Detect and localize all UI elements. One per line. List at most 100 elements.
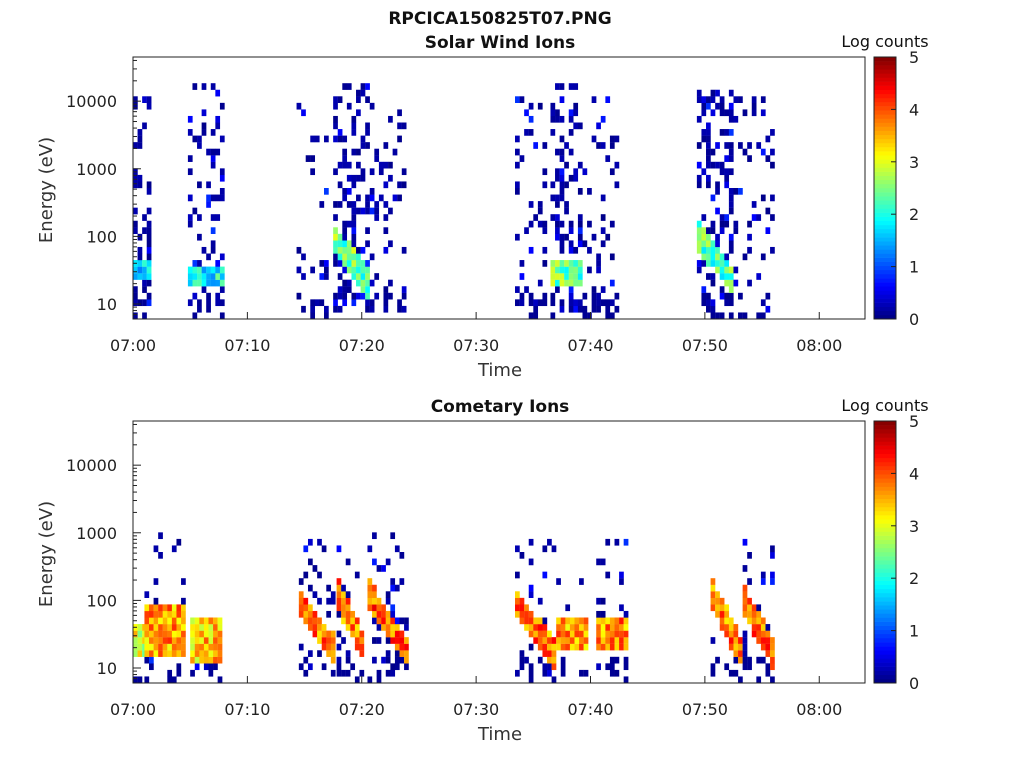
colorbar-swatch <box>874 192 896 197</box>
spectrogram-cell <box>568 273 574 280</box>
spectrogram-cell <box>342 299 348 307</box>
spectrogram-cell <box>158 552 163 559</box>
colorbar-swatch <box>874 167 896 172</box>
spectrogram-cell <box>547 656 552 664</box>
spectrogram-cell <box>206 279 211 287</box>
spectrogram-cell <box>303 604 309 612</box>
spectrogram-cell <box>133 286 138 293</box>
spectrogram-cell <box>733 96 739 103</box>
spectrogram-cell <box>765 227 771 234</box>
spectrogram-cell <box>367 597 373 605</box>
spectrogram-cell <box>342 155 348 162</box>
spectrogram-cell <box>751 610 757 618</box>
spectrogram-cell <box>614 669 620 677</box>
spectrogram-cell <box>728 246 734 254</box>
spectrogram-cell <box>206 292 211 300</box>
spectrogram-cell <box>696 220 702 228</box>
spectrogram-cell <box>219 312 225 320</box>
spectrogram-cell <box>144 637 150 644</box>
spectrogram-cell <box>719 617 725 625</box>
spectrogram-cell <box>770 637 775 644</box>
spectrogram-cell <box>596 597 601 605</box>
spectrogram-cell <box>337 233 343 241</box>
spectrogram-cell <box>388 279 393 287</box>
spectrogram-cell <box>724 129 730 136</box>
spectrogram-cell <box>706 102 711 110</box>
spectrogram-cell <box>756 656 762 664</box>
spectrogram-cell <box>345 656 351 664</box>
spectrogram-cell <box>181 643 186 651</box>
spectrogram-cell <box>146 102 152 110</box>
spectrogram-cell <box>760 624 766 631</box>
spectrogram-cell <box>555 233 560 241</box>
y-axis-label: Energy (eV) <box>36 501 57 607</box>
spectrogram-cell <box>197 279 202 287</box>
spectrogram-cell <box>751 96 757 103</box>
spectrogram-cell <box>369 102 375 110</box>
spectrogram-cell <box>733 656 739 664</box>
spectrogram-cell <box>556 617 561 625</box>
spectrogram-cell <box>751 201 757 208</box>
spectrogram-cell <box>360 286 366 293</box>
spectrogram-cell <box>346 174 352 182</box>
spectrogram-cell <box>614 637 620 644</box>
spectrogram-cell <box>537 597 543 605</box>
spectrogram-cell <box>559 194 565 202</box>
spectrogram-cell <box>614 292 620 300</box>
spectrogram-cell <box>208 637 214 644</box>
spectrogram-cell <box>337 240 343 248</box>
spectrogram-cell <box>346 266 352 274</box>
spectrogram-cell <box>555 286 560 293</box>
spectrogram-cell <box>341 669 346 677</box>
colorbar-swatch <box>874 564 896 569</box>
spectrogram-cell <box>528 558 534 566</box>
spectrogram-cell <box>583 637 589 644</box>
spectrogram-cell <box>555 148 560 156</box>
spectrogram-cell <box>181 604 186 612</box>
colorbar-swatch <box>874 642 896 647</box>
spectrogram-cell <box>515 604 520 612</box>
spectrogram-cell <box>217 650 223 657</box>
spectrogram-cell <box>390 617 396 625</box>
spectrogram-cell <box>564 201 569 208</box>
colorbar-swatch <box>874 580 896 586</box>
colorbar-tick-label: 5 <box>909 412 919 431</box>
spectrogram-cell <box>369 279 375 287</box>
spectrogram-cell <box>719 129 725 136</box>
spectrogram-cell <box>176 637 182 644</box>
colorbar-swatch <box>874 482 896 487</box>
spectrogram-cell <box>337 161 343 169</box>
spectrogram-cell <box>614 305 620 313</box>
spectrogram-cell <box>133 227 138 234</box>
colorbar-swatch <box>874 588 896 594</box>
spectrogram-cell <box>605 624 611 631</box>
spectrogram-cell <box>365 240 370 248</box>
spectrogram-cell <box>728 617 734 625</box>
spectrogram-cell <box>568 299 574 307</box>
spectrogram-cell <box>215 273 221 280</box>
spectrogram-cell <box>197 135 202 143</box>
spectrogram-cell <box>337 246 343 254</box>
spectrogram-cell <box>596 617 601 625</box>
spectrogram-cell <box>519 552 525 559</box>
spectrogram-cell <box>696 260 702 267</box>
spectrogram-cell <box>710 148 716 156</box>
colorbar-swatch <box>874 494 896 500</box>
spectrogram-cell <box>696 142 702 149</box>
spectrogram-cell <box>324 266 329 274</box>
spectrogram-cell <box>351 253 357 261</box>
spectrogram-cell <box>519 663 525 671</box>
spectrogram-cell <box>137 233 143 241</box>
colorbar-frame <box>873 56 897 320</box>
spectrogram-cell <box>146 299 152 307</box>
spectrogram-cell <box>600 115 606 123</box>
spectrogram-cell <box>133 637 138 644</box>
spectrogram-cell <box>206 201 211 208</box>
colorbar-swatch <box>874 506 896 512</box>
spectrogram-cell <box>208 624 214 631</box>
spectrogram-cell <box>190 624 195 631</box>
spectrogram-cell <box>528 663 534 671</box>
spectrogram-cell <box>710 246 716 254</box>
spectrogram-cell <box>210 129 216 136</box>
spectrogram-cell <box>296 292 302 300</box>
